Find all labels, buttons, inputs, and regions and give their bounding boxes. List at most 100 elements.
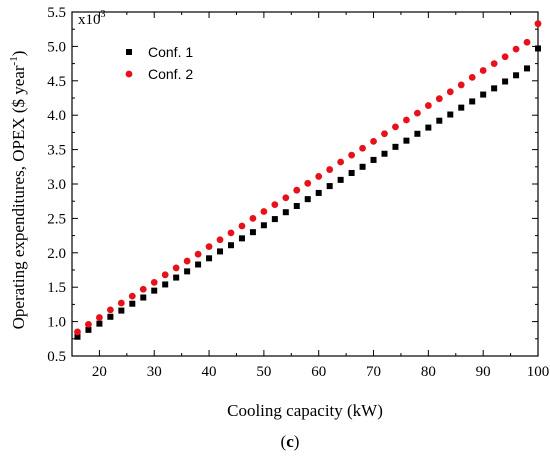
data-point-circle	[293, 186, 301, 194]
data-point-circle	[106, 306, 114, 314]
y-axis-title-unit-exponent: -1	[8, 56, 20, 65]
caption-open-paren: (	[281, 432, 287, 451]
legend-marker-conf-1	[126, 49, 132, 55]
data-point-square	[381, 150, 388, 157]
data-point-circle	[139, 285, 147, 293]
data-point-circle	[512, 45, 520, 53]
data-point-square	[271, 216, 278, 223]
data-point-circle	[315, 173, 323, 180]
y-tick-label: 3.5	[47, 143, 66, 159]
data-point-square	[458, 104, 465, 111]
data-point-circle	[96, 314, 103, 321]
data-point-square	[217, 248, 224, 255]
data-point-square	[260, 222, 267, 229]
x-tick-label: 20	[92, 364, 107, 380]
data-point-square	[238, 235, 245, 242]
y-tick-label: 3.0	[47, 177, 66, 193]
data-point-circle	[403, 116, 410, 124]
y-scale-exponent: 3	[101, 9, 106, 20]
data-point-square	[403, 137, 410, 144]
data-point-circle	[150, 278, 158, 286]
data-point-circle	[183, 257, 191, 265]
data-point-circle	[435, 95, 443, 103]
data-point-circle	[392, 123, 399, 131]
series-1	[74, 45, 541, 340]
data-point-square	[293, 203, 300, 210]
data-point-square	[392, 143, 399, 150]
data-point-square	[414, 130, 421, 137]
x-tick-label: 60	[311, 364, 326, 380]
y-scale-multiplier: x103	[78, 9, 106, 28]
data-point-square	[502, 78, 509, 85]
y-tick-label: 4.0	[47, 108, 66, 124]
data-point-square	[513, 72, 520, 79]
data-point-circle	[370, 137, 377, 145]
data-point-circle	[457, 81, 465, 89]
data-point-circle	[249, 215, 257, 222]
data-point-circle	[468, 73, 476, 81]
data-point-circle	[260, 208, 268, 215]
data-point-square	[535, 45, 541, 52]
data-point-circle	[304, 179, 312, 187]
y-tick-label: 2.0	[47, 246, 66, 262]
x-tick-label: 90	[476, 364, 491, 380]
data-point-circle	[501, 53, 509, 61]
data-point-square	[195, 261, 202, 268]
legend-label-conf-1: Conf. 1	[148, 44, 193, 60]
y-axis-title-main: Operating expenditures, OPEX (	[9, 107, 28, 329]
data-point-square	[359, 163, 366, 170]
data-point-circle	[490, 60, 498, 67]
data-point-circle	[128, 292, 136, 300]
data-point-square	[74, 333, 81, 340]
data-point-square	[151, 287, 158, 294]
y-tick-label: 1.0	[47, 315, 66, 331]
figure-caption: (c)	[281, 432, 300, 451]
data-point-square	[304, 196, 311, 203]
data-point-square	[206, 255, 213, 262]
data-point-square	[96, 320, 103, 327]
data-point-square	[118, 307, 125, 314]
series-layer	[74, 20, 542, 340]
data-point-circle	[479, 67, 487, 74]
data-point-square	[370, 156, 377, 163]
data-point-circle	[85, 320, 92, 328]
y-tick-label: 0.5	[47, 349, 66, 365]
data-point-square	[85, 326, 92, 333]
data-point-circle	[117, 299, 125, 307]
x-tick-label: 30	[147, 364, 162, 380]
data-point-square	[337, 176, 344, 183]
x-tick-label: 70	[366, 364, 381, 380]
data-point-circle	[446, 88, 454, 96]
data-point-circle	[161, 271, 169, 279]
data-point-circle	[271, 201, 279, 209]
data-point-circle	[326, 166, 334, 173]
data-point-square	[348, 169, 355, 176]
data-point-square	[107, 313, 114, 320]
data-point-square	[436, 117, 443, 124]
data-point-square	[447, 111, 454, 118]
data-point-circle	[74, 328, 81, 336]
data-point-square	[315, 189, 322, 196]
data-point-square	[249, 229, 256, 236]
data-point-square	[425, 124, 432, 131]
data-point-square	[524, 65, 531, 72]
data-point-square	[227, 242, 234, 249]
y-scale-base: x10	[78, 12, 101, 28]
data-point-circle	[205, 243, 213, 251]
data-point-circle	[359, 144, 366, 152]
y-tick-label: 5.5	[47, 5, 66, 21]
x-tick-label: 40	[202, 364, 217, 380]
caption-close-paren: )	[294, 432, 300, 451]
x-tick-label: 80	[421, 364, 436, 380]
data-point-square	[491, 85, 498, 92]
data-point-circle	[424, 102, 432, 109]
data-point-square	[162, 281, 169, 288]
caption-letter: c	[286, 432, 294, 451]
data-point-square	[480, 91, 487, 98]
data-point-circle	[227, 229, 235, 237]
series-2	[74, 20, 542, 336]
data-point-square	[129, 300, 136, 307]
data-point-circle	[337, 158, 345, 166]
